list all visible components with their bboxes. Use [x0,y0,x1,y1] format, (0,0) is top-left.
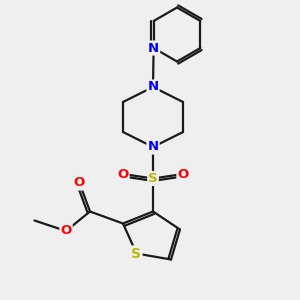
Text: N: N [147,140,159,154]
Text: N: N [147,80,159,94]
Text: N: N [148,41,159,55]
Text: O: O [177,167,189,181]
Text: O: O [60,224,72,238]
Text: O: O [117,167,129,181]
Text: S: S [131,247,142,260]
Text: O: O [74,176,85,190]
Text: S: S [148,172,158,185]
